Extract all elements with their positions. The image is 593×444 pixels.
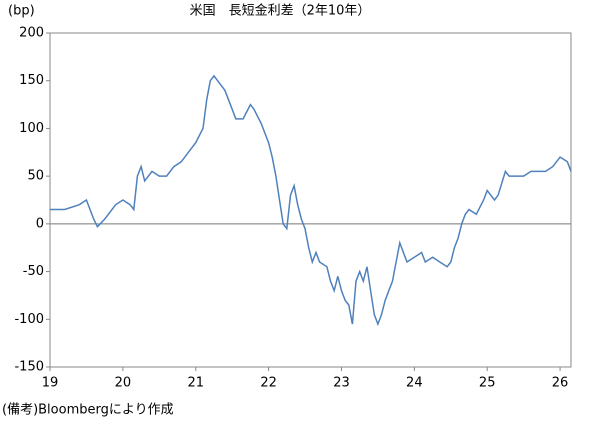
x-tick-label: 22 (260, 376, 277, 391)
y-tick-label: 0 (36, 216, 44, 231)
y-tick-label: -100 (14, 312, 44, 327)
x-tick-label: 26 (552, 376, 569, 391)
y-tick-label: 50 (27, 169, 44, 184)
chart-title: 米国 長短金利差（2年10年） (190, 3, 371, 19)
x-tick-label: 19 (42, 376, 59, 391)
plot-frame (49, 32, 572, 368)
x-tick-label: 23 (333, 376, 350, 391)
y-tick-label: 150 (19, 73, 44, 88)
series-line (50, 74, 572, 327)
note: (備考)Bloombergにより作成 (2, 402, 174, 418)
y-tick-label: -50 (23, 264, 44, 279)
y-unit: (bp) (8, 4, 35, 19)
x-tick-label: 21 (187, 376, 204, 391)
y-tick-label: 200 (19, 26, 44, 41)
x-tick-label: 20 (115, 376, 132, 391)
y-tick-label: -150 (14, 360, 44, 375)
x-tick-label: 24 (406, 376, 423, 391)
y-tick-label: 100 (19, 121, 44, 136)
x-tick-label: 25 (479, 376, 496, 391)
